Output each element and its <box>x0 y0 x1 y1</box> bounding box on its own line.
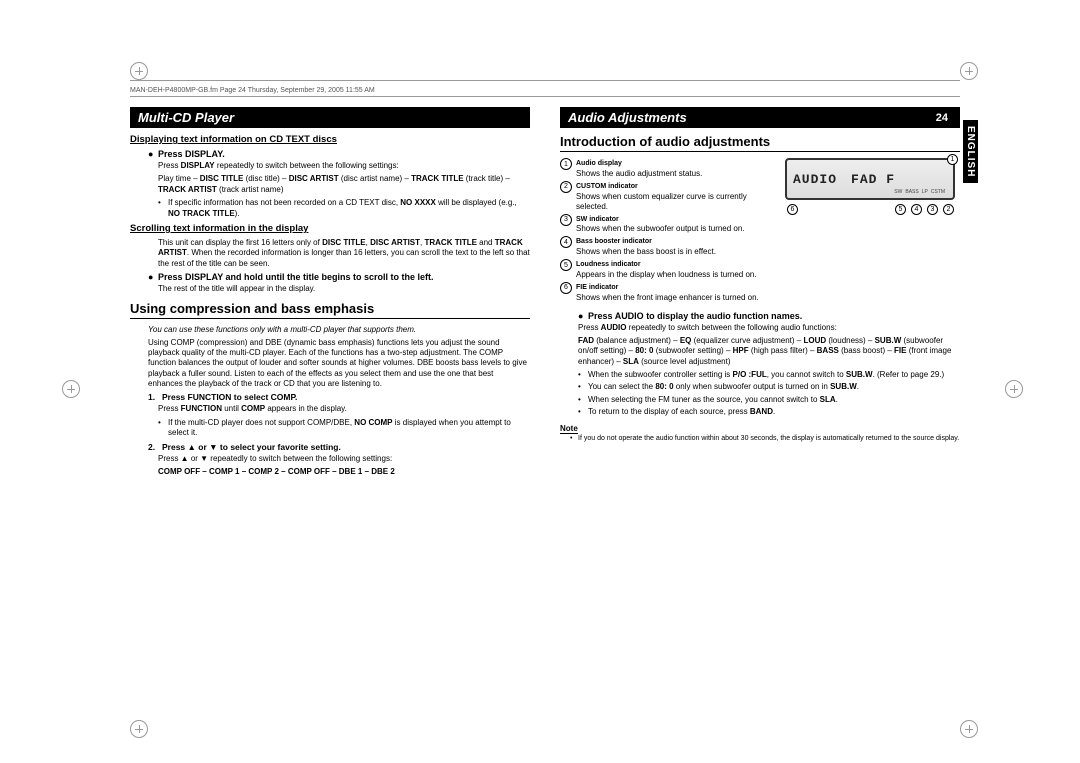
indicator-item: 6FIE indicatorShows when the front image… <box>560 282 775 303</box>
bullet-press-display: ●Press DISPLAY. <box>148 149 530 159</box>
text: Press ▲ or ▼ repeatedly to switch betwee… <box>158 454 530 464</box>
callout-5: 5 <box>895 204 906 215</box>
lcd-text-fad: FAD F <box>851 172 895 187</box>
callout-3: 3 <box>927 204 938 215</box>
italic-note: You can use these functions only with a … <box>148 325 530 334</box>
left-column: Multi-CD Player Displaying text informat… <box>130 107 530 480</box>
note-text: •If you do not operate the audio functio… <box>570 435 960 442</box>
sub-bullet: •If specific information has not been re… <box>158 198 530 219</box>
text: The rest of the title will appear in the… <box>158 284 530 294</box>
sub-bullet: •If the multi-CD player does not support… <box>158 418 530 439</box>
indicator-item: 2CUSTOM indicatorShows when custom equal… <box>560 181 775 212</box>
radio-display-diagram: AUDIO FAD F SWBASSLPCSTM 1 2 3 4 5 6 <box>785 158 960 218</box>
section-title-right: Audio Adjustments <box>568 110 687 125</box>
bullet-press-display-hold: ●Press DISPLAY and hold until the title … <box>148 272 530 282</box>
sub-bullet: •When the subwoofer controller setting i… <box>578 370 960 380</box>
text: Play time – DISC TITLE (disc title) – DI… <box>158 174 530 195</box>
section-bar-right: Audio Adjustments 24 <box>560 107 960 128</box>
text: This unit can display the first 16 lette… <box>158 238 530 269</box>
bullet-press-audio: ●Press AUDIO to display the audio functi… <box>578 311 960 321</box>
manual-page: MAN-DEH-P4800MP-GB.fm Page 24 Thursday, … <box>130 80 960 480</box>
indicator-item: 4Bass booster indicatorShows when the ba… <box>560 236 775 257</box>
text: Press DISPLAY repeatedly to switch betwe… <box>158 161 530 171</box>
heading-scroll: Scrolling text information in the displa… <box>130 223 530 234</box>
heading-cdtext: Displaying text information on CD TEXT d… <box>130 134 530 145</box>
indicator-item: 1Audio displayShows the audio adjustment… <box>560 158 775 179</box>
note-heading: Note <box>560 424 578 434</box>
callout-4: 4 <box>911 204 922 215</box>
text: FAD (balance adjustment) – EQ (equalizer… <box>578 336 960 367</box>
callout-2: 2 <box>943 204 954 215</box>
heading-audio-intro: Introduction of audio adjustments <box>560 134 960 152</box>
sub-bullet: •When selecting the FM tuner as the sour… <box>578 395 960 405</box>
indicator-item: 5Loudness indicatorAppears in the displa… <box>560 259 775 280</box>
text: COMP OFF – COMP 1 – COMP 2 – COMP OFF – … <box>158 467 530 477</box>
section-title-left: Multi-CD Player <box>138 110 234 125</box>
text: Press FUNCTION until COMP appears in the… <box>158 404 530 414</box>
heading-comp: Using compression and bass emphasis <box>130 301 530 319</box>
callout-1: 1 <box>947 154 958 165</box>
callout-6: 6 <box>787 204 798 215</box>
right-column: Audio Adjustments 24 Introduction of aud… <box>560 107 960 480</box>
indicator-list: 1Audio displayShows the audio adjustment… <box>560 158 775 305</box>
page-number: 24 <box>932 112 952 124</box>
page-header: MAN-DEH-P4800MP-GB.fm Page 24 Thursday, … <box>130 87 960 97</box>
section-bar-left: Multi-CD Player <box>130 107 530 128</box>
indicator-item: 3SW indicatorShows when the subwoofer ou… <box>560 214 775 235</box>
text: Using COMP (compression) and DBE (dynami… <box>148 338 530 390</box>
sub-bullet: •You can select the 80: 0 only when subw… <box>578 382 960 392</box>
step-2: 2.Press ▲ or ▼ to select your favorite s… <box>148 442 530 452</box>
step-1: 1.Press FUNCTION to select COMP. <box>148 392 530 402</box>
sub-bullet: •To return to the display of each source… <box>578 407 960 417</box>
lcd-text-audio: AUDIO <box>793 172 837 187</box>
language-tab: ENGLISH <box>963 120 978 183</box>
text: Press AUDIO repeatedly to switch between… <box>578 323 960 333</box>
